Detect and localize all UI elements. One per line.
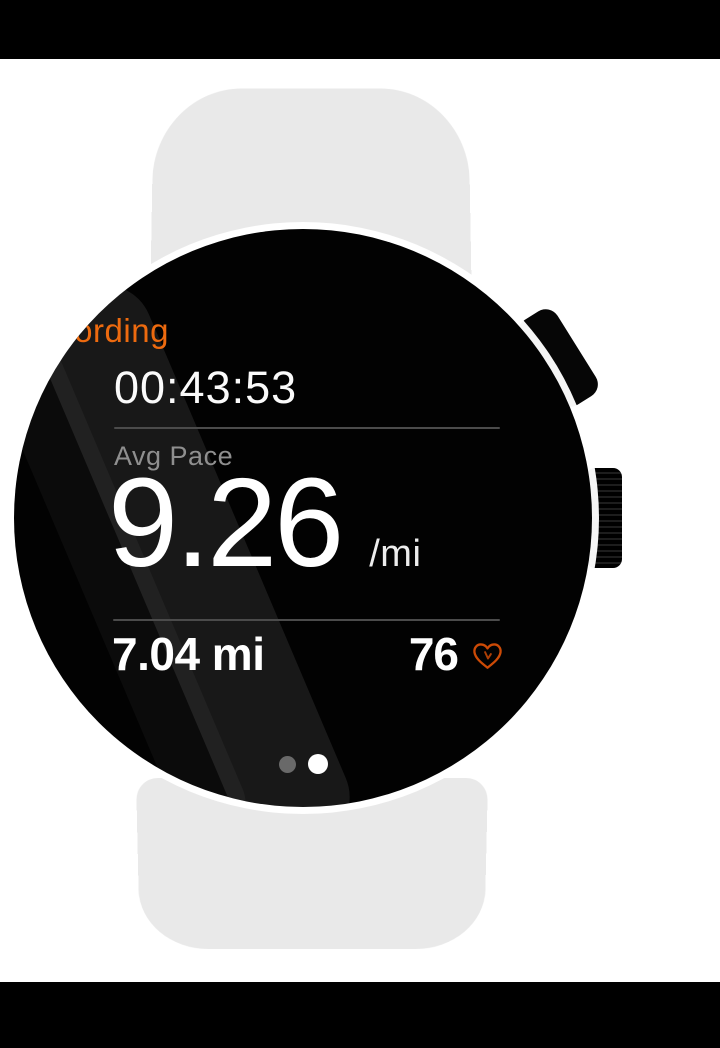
page-dot bbox=[278, 755, 296, 773]
heart-rate-value: 76 bbox=[408, 628, 459, 680]
divider bbox=[114, 427, 500, 429]
avg-pace-label: Avg Pace bbox=[114, 441, 234, 471]
divider bbox=[113, 619, 500, 621]
watch-crown[interactable] bbox=[586, 468, 622, 568]
top-letterbox-bar bbox=[0, 0, 720, 59]
avg-pace-value: 9.26 bbox=[108, 452, 344, 593]
watch-screen[interactable]: 12:00 Recording 00:43:53 Avg Pace 9.26 /… bbox=[14, 229, 592, 807]
metrics-row: 7.04 mi 76 bbox=[112, 628, 504, 681]
distance-value: 7.04 mi bbox=[112, 628, 265, 680]
heart-outline-icon bbox=[473, 643, 502, 669]
recording-status-label: Recording bbox=[14, 312, 169, 349]
status-time: 12:00 bbox=[14, 261, 105, 299]
bottom-letterbox-bar bbox=[0, 982, 720, 1048]
avg-pace-row: 9.26 /mi bbox=[108, 451, 421, 596]
page-dot bbox=[307, 754, 328, 774]
avg-pace-unit: /mi bbox=[369, 533, 422, 575]
elapsed-time: 00:43:53 bbox=[114, 362, 298, 413]
page-indicator bbox=[14, 753, 592, 775]
heart-rate-group: 76 bbox=[409, 628, 504, 681]
